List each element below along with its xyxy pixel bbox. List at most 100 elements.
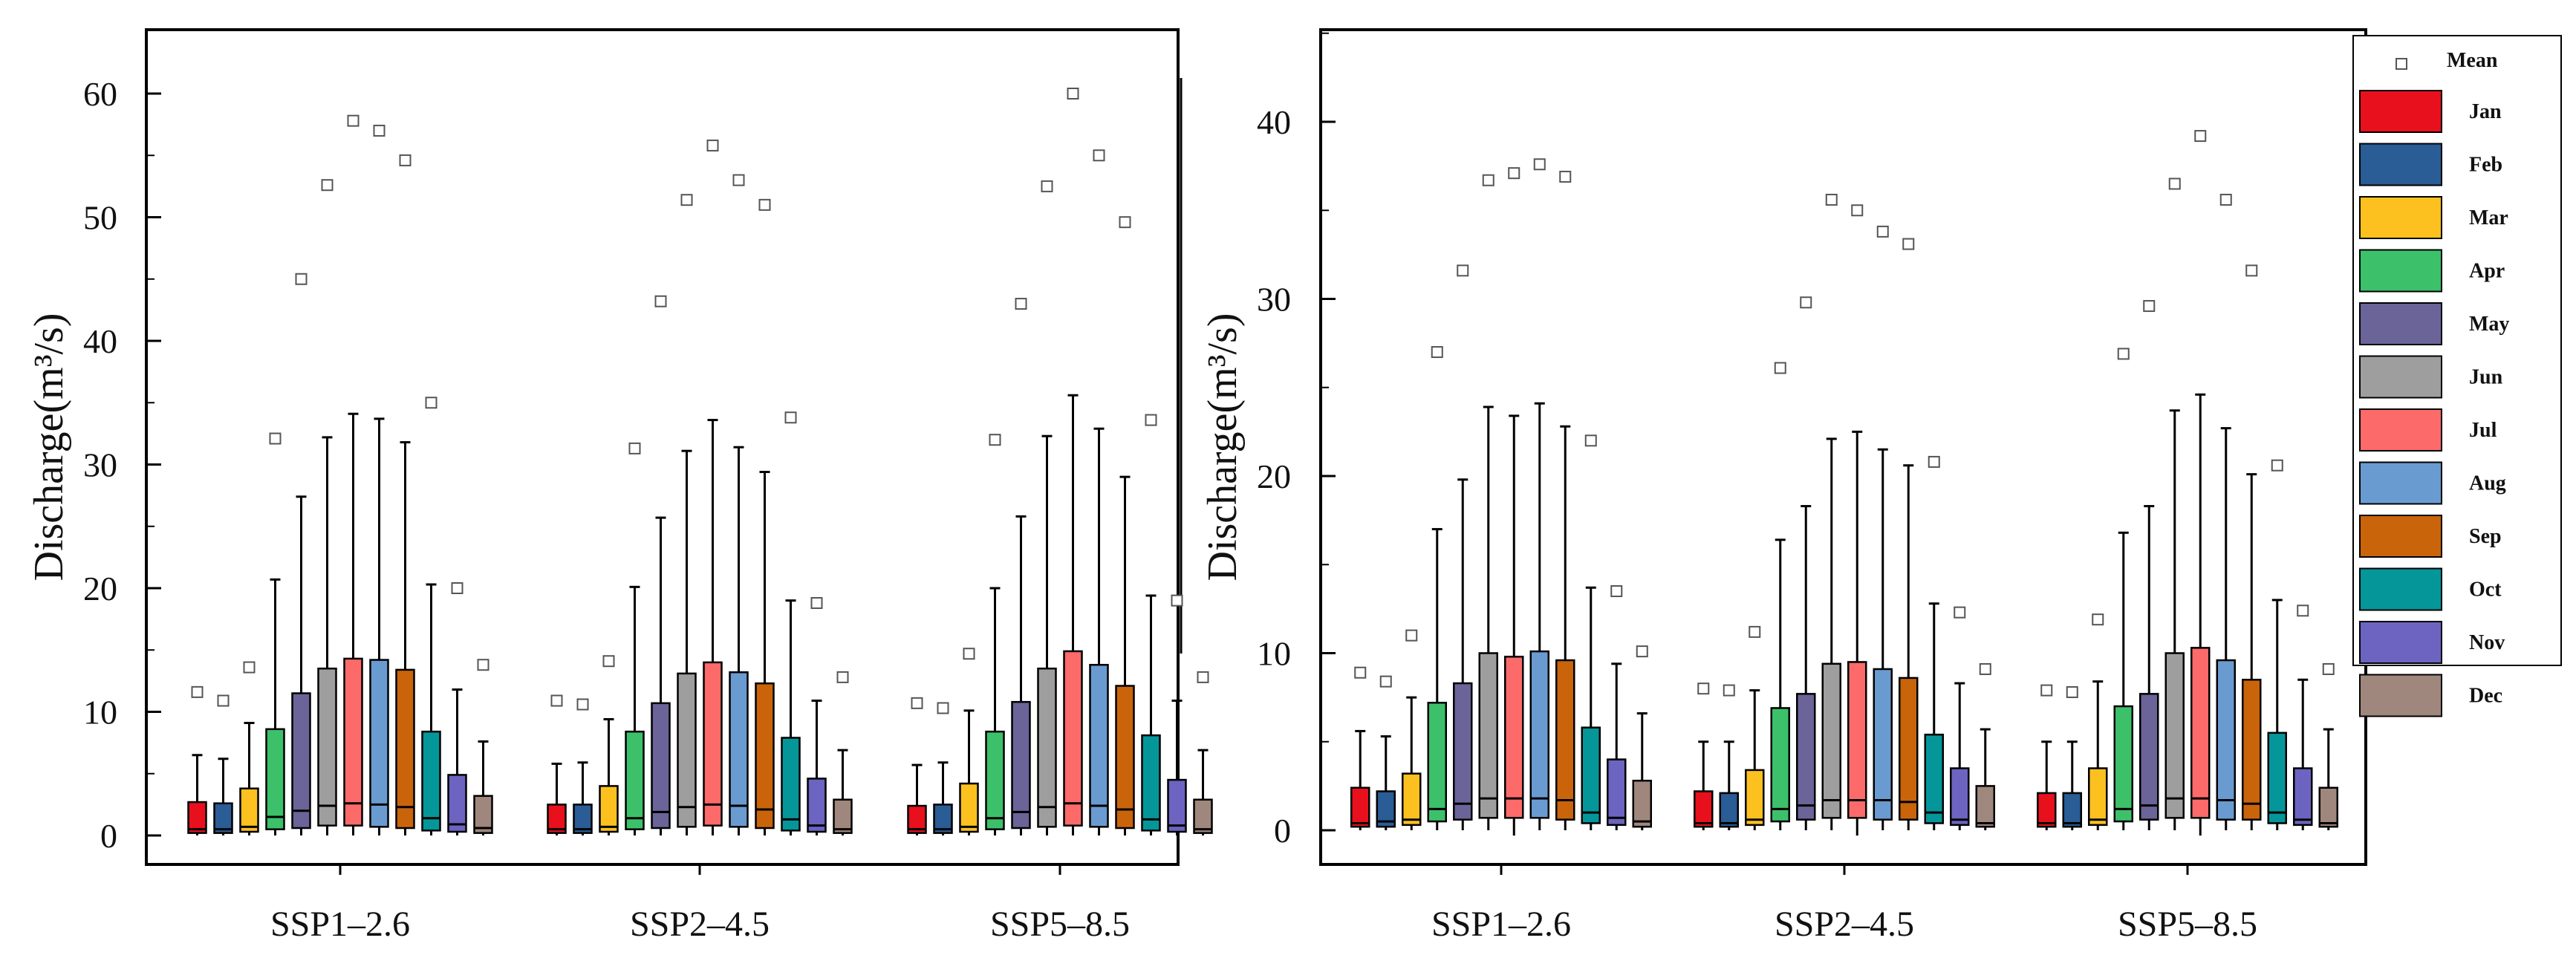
box-jun <box>677 194 697 835</box>
mean-marker <box>217 694 230 707</box>
iqr-box <box>2113 705 2133 823</box>
box-jan <box>1694 682 1714 830</box>
iqr-box <box>1745 769 1765 827</box>
mean-marker <box>1171 594 1183 607</box>
box-jul <box>1504 167 1524 836</box>
legend-mean-label: Mean <box>2447 49 2498 72</box>
legend-label-jun: Jun <box>2469 366 2503 389</box>
box-dec <box>1632 645 1652 830</box>
iqr-box <box>1037 667 1057 828</box>
iqr-box <box>1167 778 1187 833</box>
box-apr <box>265 432 285 835</box>
legend-swatch-apr <box>2359 249 2442 293</box>
iqr-box <box>369 659 389 828</box>
y-tick-label: 10 <box>1257 635 1291 673</box>
box-may <box>1796 296 1816 830</box>
box-sep <box>2242 264 2262 830</box>
mean-marker <box>1876 225 1889 238</box>
mean-marker <box>1041 180 1053 192</box>
iqr-box <box>265 728 285 830</box>
box-mar <box>2088 613 2108 830</box>
box-jan <box>187 685 207 835</box>
y-tick-label: 0 <box>100 817 117 855</box>
mean-marker <box>1749 625 1761 638</box>
box-apr <box>2113 348 2133 830</box>
mean-marker <box>399 154 412 166</box>
box-aug <box>369 124 389 835</box>
legend-label-feb: Feb <box>2469 154 2502 177</box>
iqr-box <box>959 782 979 833</box>
mean-marker <box>836 671 849 683</box>
iqr-box <box>1427 702 1447 823</box>
box-nov <box>1607 585 1627 830</box>
mean-marker <box>1431 346 1443 359</box>
mean-marker <box>269 432 282 445</box>
iqr-box <box>1115 685 1135 830</box>
box-sep <box>1555 170 1575 830</box>
mean-marker <box>2117 348 2130 360</box>
iqr-box <box>755 682 775 830</box>
x-category-label: SSP5–8.5 <box>990 905 1130 944</box>
mean-marker <box>2297 605 2309 617</box>
y-tick-label: 60 <box>83 75 117 113</box>
mean-marker <box>602 655 615 668</box>
iqr-box <box>781 737 801 832</box>
legend-label-jan: Jan <box>2469 100 2502 123</box>
iqr-box <box>2088 767 2108 827</box>
box-apr <box>625 442 645 835</box>
mean-marker <box>784 411 797 424</box>
iqr-box <box>1975 785 1995 828</box>
y-tick-label: 20 <box>1257 457 1291 495</box>
box-sep <box>1899 238 1919 830</box>
mean-marker <box>1533 158 1546 171</box>
iqr-box <box>1770 707 1790 823</box>
iqr-box <box>1899 677 1919 821</box>
iqr-box <box>1950 767 1970 827</box>
box-jul <box>1063 88 1083 835</box>
mean-marker <box>911 697 923 709</box>
box-sep <box>755 198 775 835</box>
legend-label-sep: Sep <box>2469 525 2502 548</box>
mean-marker <box>1800 296 1812 309</box>
box-feb <box>1719 684 1739 830</box>
box-aug <box>1873 225 1893 830</box>
box-feb <box>933 702 953 835</box>
y-axis-label-unit: (m³/s) <box>26 313 72 414</box>
mean-marker <box>963 648 975 660</box>
box-jan <box>2037 684 2057 830</box>
legend-label-dec: Dec <box>2469 685 2502 708</box>
boxes-right <box>1350 130 2338 836</box>
iqr-box <box>1193 798 1213 834</box>
box-jul <box>343 114 363 835</box>
box-feb <box>573 698 593 835</box>
legend-swatch-jan <box>2359 90 2442 133</box>
iqr-box <box>395 668 415 830</box>
y-tick-label: 30 <box>83 446 117 484</box>
iqr-box <box>1011 700 1031 830</box>
legend-label-nov: Nov <box>2469 631 2505 654</box>
iqr-box <box>239 787 259 833</box>
iqr-box <box>317 667 337 827</box>
box-mar <box>1745 625 1765 830</box>
box-aug <box>1529 158 1549 830</box>
box-nov <box>1167 594 1187 835</box>
iqr-box <box>1581 726 1601 824</box>
legend-label-apr: Apr <box>2469 260 2505 283</box>
box-oct <box>1924 455 1944 830</box>
legend-swatch-oct <box>2359 567 2442 611</box>
legend-swatch-dec <box>2359 674 2442 717</box>
mean-marker <box>550 694 563 707</box>
iqr-box <box>1719 792 1739 828</box>
y-tick-label: 20 <box>83 570 117 607</box>
mean-marker <box>706 139 719 151</box>
iqr-box <box>2216 659 2236 821</box>
iqr-box <box>1089 663 1109 828</box>
y-axis-label-right: Discharge(m³/s) <box>1200 313 1246 581</box>
iqr-box <box>1607 758 1627 827</box>
mean-marker <box>1610 585 1623 598</box>
iqr-box <box>213 802 233 834</box>
y-tick-label: 0 <box>1274 812 1291 850</box>
iqr-box <box>1796 693 1816 821</box>
mean-marker <box>1636 645 1648 658</box>
iqr-box <box>2062 792 2082 828</box>
